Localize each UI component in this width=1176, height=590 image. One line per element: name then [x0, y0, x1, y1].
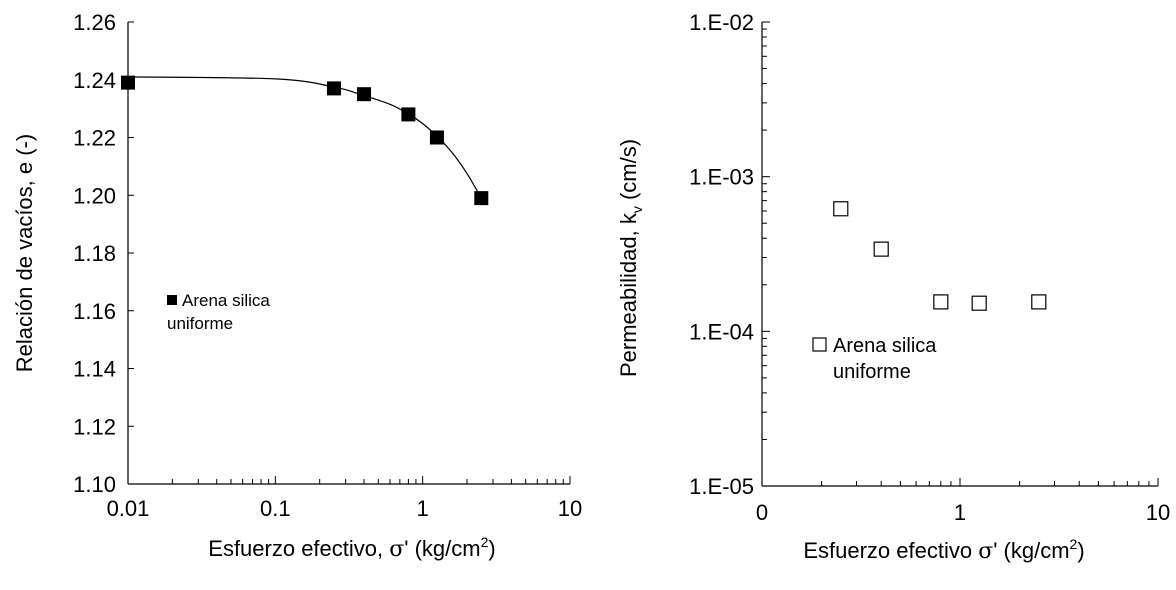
- plot-area-left: [128, 22, 570, 484]
- void-ratio-chart: 1.10 1.12 1.14 1.16 1.18 1.20 1.22 1.24 1.26 0.0…: [12, 10, 582, 562]
- legend-label-line2: uniforme: [167, 314, 233, 333]
- y-tick-label: 1.26: [73, 10, 116, 35]
- x-ticks-right: [761, 478, 1159, 486]
- x-tick-labels-left: 0.01 0.1 1 10: [107, 496, 583, 521]
- y-axis-label-left: Relación de vacíos, e (-): [12, 134, 37, 372]
- x-tick-label: 1: [954, 500, 966, 525]
- legend-label-line1: Arena silica: [182, 291, 270, 310]
- x-tick-label: 10: [1146, 500, 1170, 525]
- x-axis-label-close-right: ): [1077, 538, 1084, 563]
- data-point: [121, 75, 135, 90]
- data-point: [971, 295, 987, 311]
- data-point: [357, 87, 372, 102]
- legend-label-line1-right: Arena silica: [833, 335, 937, 357]
- y-tick-label: 1.12: [73, 414, 116, 439]
- legend-marker-open-square: [812, 337, 827, 352]
- y-ticks-right: [762, 21, 770, 487]
- data-point: [401, 107, 416, 122]
- data-points-right: [833, 201, 1047, 311]
- y-tick-label: 1.E-03: [689, 165, 754, 190]
- x-axis-label-sup: 2: [481, 534, 489, 550]
- x-tick-label: 0: [756, 500, 768, 525]
- x-axis-label-main-right: Esfuerzo efectivo: [803, 538, 978, 563]
- data-point: [326, 81, 341, 96]
- x-ticks-left: [127, 476, 571, 484]
- legend-label-line2-right: uniforme: [833, 361, 911, 383]
- y-axis-label-sub-right: v: [629, 206, 645, 213]
- y-tick-labels-right: 1.E-05 1.E-04 1.E-03 1.E-02: [689, 10, 754, 499]
- data-point: [933, 294, 949, 310]
- data-point: [429, 130, 444, 145]
- sigma-symbol: σ: [389, 537, 404, 562]
- x-axis-label-sup-right: 2: [1070, 536, 1078, 552]
- y-tick-labels-left: 1.10 1.12 1.14 1.16 1.18 1.20 1.22 1.24 1.26: [73, 10, 116, 497]
- x-tick-label: 0.01: [107, 496, 150, 521]
- x-axis-label-right: Esfuerzo efectivo σ' (kg/cm2): [803, 536, 1084, 564]
- y-tick-label: 1.16: [73, 299, 116, 324]
- x-axis-label-rest-right: ' (kg/cm: [993, 538, 1069, 563]
- y-tick-label: 1.E-05: [689, 474, 754, 499]
- data-points-left: [121, 75, 489, 206]
- data-point: [873, 241, 889, 257]
- permeability-chart: 1.E-05 1.E-04 1.E-03 1.E-02 0 1 10 Arena sili…: [616, 10, 1170, 564]
- data-point: [474, 191, 489, 206]
- y-tick-label: 1.22: [73, 126, 116, 151]
- x-axis-label-main: Esfuerzo efectivo,: [208, 536, 389, 561]
- legend-right: Arena silica uniforme: [812, 335, 937, 383]
- x-axis-label-rest: ' (kg/cm: [404, 536, 480, 561]
- y-tick-label: 1.18: [73, 241, 116, 266]
- x-tick-labels-right: 0 1 10: [756, 500, 1170, 525]
- y-tick-label: 1.E-02: [689, 10, 754, 35]
- data-point: [1031, 294, 1047, 310]
- y-axis-label-right: Permeabilidad, kv (cm/s): [616, 139, 645, 377]
- legend-marker-filled-square: [167, 295, 177, 305]
- y-tick-label: 1.14: [73, 357, 116, 382]
- y-tick-label: 1.24: [73, 68, 116, 93]
- y-tick-label: 1.20: [73, 183, 116, 208]
- x-tick-label: 0.1: [260, 496, 291, 521]
- data-point: [833, 201, 849, 217]
- x-tick-label: 10: [558, 496, 582, 521]
- x-axis-label-close: ): [488, 536, 495, 561]
- x-axis-label-left: Esfuerzo efectivo, σ' (kg/cm2): [208, 534, 495, 562]
- y-axis-label-main-right: Permeabilidad, k: [616, 212, 641, 377]
- legend-left: Arena silica uniforme: [167, 291, 270, 333]
- x-tick-label: 1: [417, 496, 429, 521]
- plot-area-right: [762, 22, 1158, 486]
- y-tick-label: 1.10: [73, 472, 116, 497]
- sigma-symbol-right: σ: [978, 539, 993, 564]
- y-tick-label: 1.E-04: [689, 319, 754, 344]
- y-axis-label-rest-right: (cm/s): [616, 139, 641, 206]
